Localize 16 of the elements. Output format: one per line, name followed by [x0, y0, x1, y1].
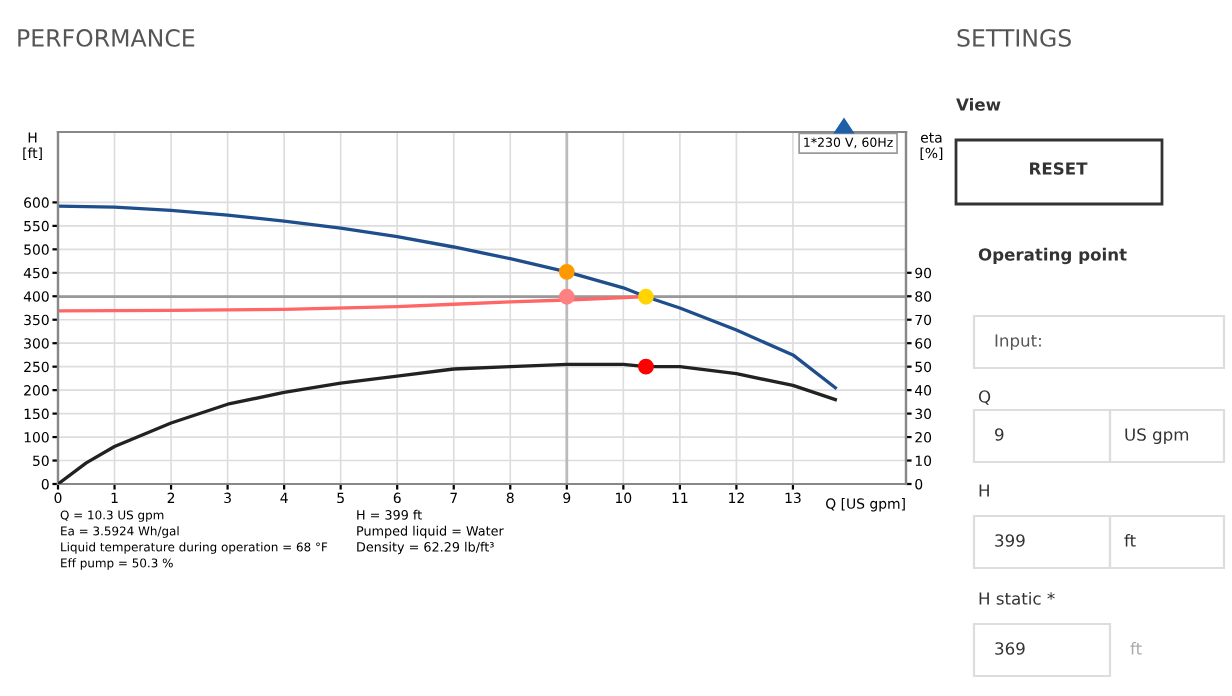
- text: Input:: [995, 334, 1041, 351]
- text: H static *: [979, 591, 1055, 605]
- text: 9: [995, 428, 1004, 441]
- text: Operating point: [978, 247, 1127, 265]
- text: ft: [1130, 641, 1142, 655]
- text: 369: [995, 642, 1025, 655]
- text: ft: [1124, 533, 1136, 547]
- text: RESET: [1030, 162, 1088, 175]
- chart-title: PERFORMANCE: [18, 28, 195, 47]
- text: US gpm: [1125, 428, 1189, 445]
- text: Q: [978, 390, 991, 405]
- line-series: [58, 204, 837, 390]
- text: 399: [995, 534, 1025, 547]
- text: SETTINGS: [957, 28, 1071, 47]
- text: H: [979, 484, 989, 497]
- text: View: [956, 97, 1001, 111]
